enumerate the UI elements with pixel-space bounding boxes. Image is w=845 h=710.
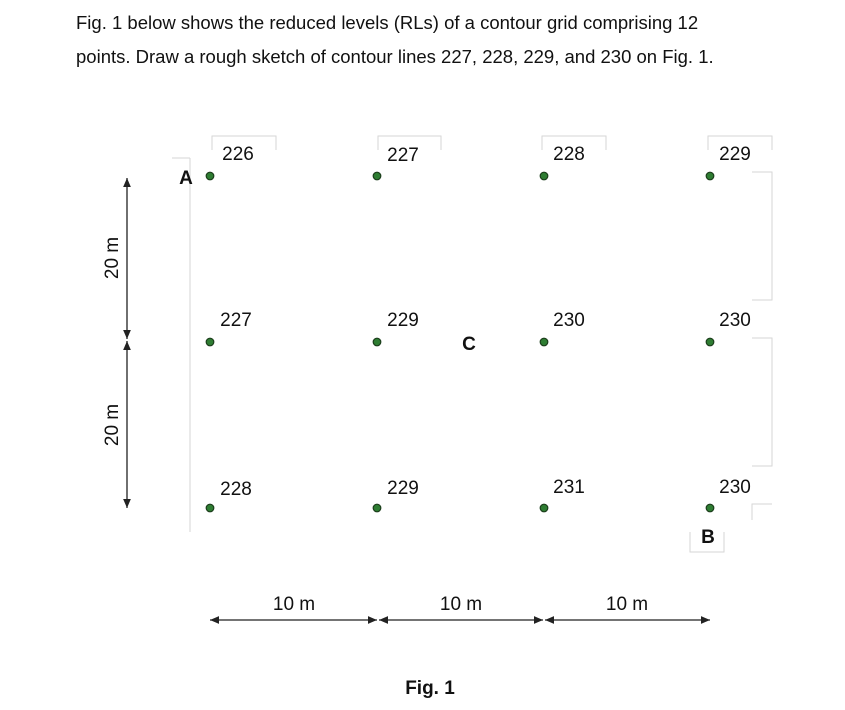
grid-point — [372, 503, 382, 513]
grid-point — [372, 337, 382, 347]
point-label-c: C — [462, 334, 476, 355]
question-line-2: points. Draw a rough sketch of contour l… — [76, 46, 714, 67]
horizontal-dimension-label-2: 10 m — [440, 594, 482, 615]
grid-point — [705, 337, 715, 347]
rl-label: 229 — [387, 478, 419, 499]
rl-label: 229 — [387, 310, 419, 331]
rl-label: 230 — [719, 310, 751, 331]
grid-point — [205, 503, 215, 513]
grid-point — [705, 503, 715, 513]
vertical-dimension-label-bottom: 20 m — [102, 404, 123, 446]
point-label-a: A — [179, 168, 193, 189]
question-line-1: Fig. 1 below shows the reduced levels (R… — [76, 12, 699, 33]
grid-point — [705, 171, 715, 181]
rl-label: 227 — [387, 145, 419, 166]
reduced-level-labels: 226 227 228 229 227 229 230 230 228 229 … — [220, 144, 751, 500]
grid-point — [539, 337, 549, 347]
grid-point — [539, 171, 549, 181]
rl-label: 230 — [719, 477, 751, 498]
rl-label: 228 — [553, 144, 585, 165]
vertical-dimension-label-top: 20 m — [102, 237, 123, 279]
faint-box-borders — [172, 135, 773, 553]
rl-label: 227 — [220, 310, 252, 331]
rl-label: 230 — [553, 310, 585, 331]
point-label-b: B — [701, 527, 715, 548]
grid-point — [205, 171, 215, 181]
grid-points — [205, 171, 715, 513]
figure-caption: Fig. 1 — [405, 678, 455, 699]
grid-point — [205, 337, 215, 347]
rl-label: 228 — [220, 479, 252, 500]
horizontal-dimension-label-1: 10 m — [273, 594, 315, 615]
question-text: Fig. 1 below shows the reduced levels (R… — [76, 6, 816, 74]
grid-point — [539, 503, 549, 513]
rl-label: 226 — [222, 144, 254, 165]
rl-label: 229 — [719, 144, 751, 165]
grid-point — [372, 171, 382, 181]
horizontal-dimension-label-3: 10 m — [606, 594, 648, 615]
rl-label: 231 — [553, 477, 585, 498]
